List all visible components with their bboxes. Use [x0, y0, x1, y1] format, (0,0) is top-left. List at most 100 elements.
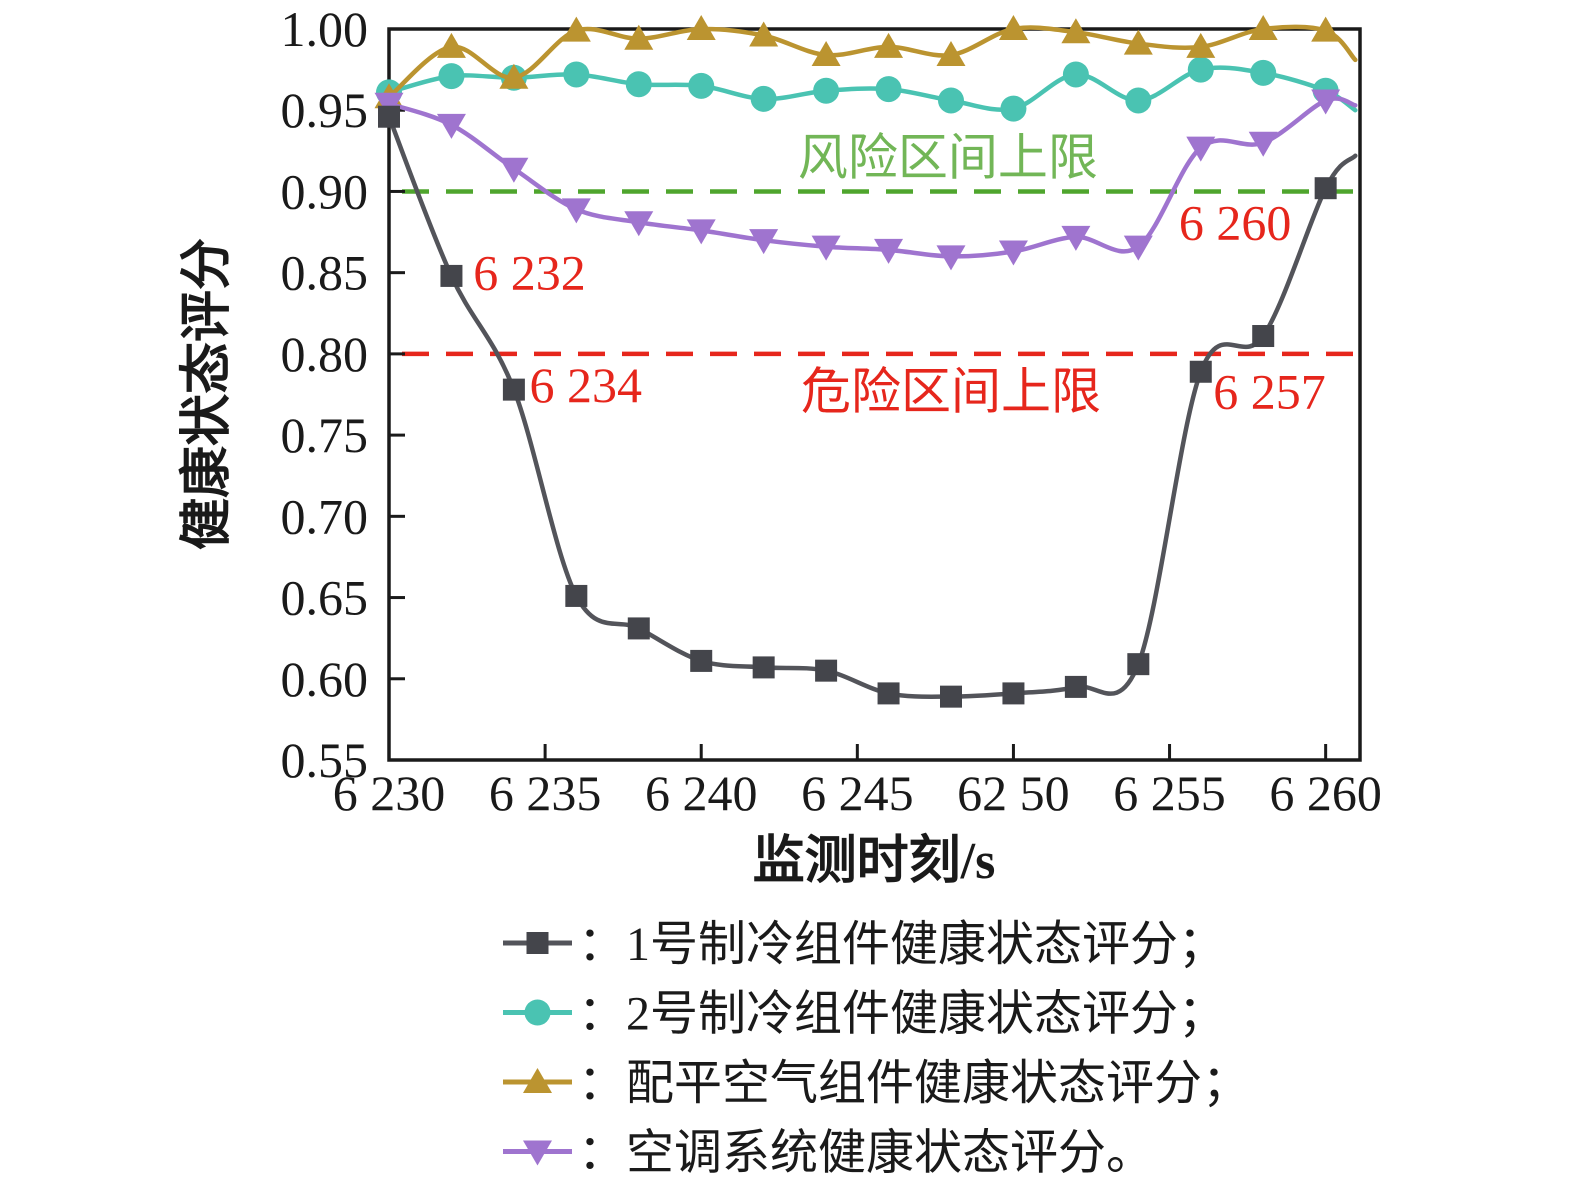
point-annotation: 6 232	[473, 245, 586, 301]
series-marker	[1064, 675, 1087, 698]
plot-border	[387, 27, 1362, 762]
triangle-up-legend-icon	[523, 1068, 552, 1093]
y-tick-label: 0.90	[281, 163, 369, 219]
legend-label: ：空调系统健康状态评分。	[578, 1127, 1154, 1180]
legend-label: ：配平空气组件健康状态评分；	[578, 1057, 1250, 1110]
series-triangle-down	[374, 89, 1358, 271]
series-marker	[1250, 59, 1277, 86]
series-line	[386, 96, 1358, 259]
y-tick-label: 0.60	[281, 651, 369, 707]
series-marker	[625, 71, 652, 98]
legend: ：1号制冷组件健康状态评分； ：2号制冷组件健康状态评分； ：配平空气组件健康状态评…	[503, 918, 1250, 1180]
series-marker	[624, 211, 654, 237]
series-marker	[749, 21, 779, 47]
series-marker	[502, 378, 525, 401]
series-marker	[627, 617, 650, 640]
series-marker	[1127, 653, 1150, 676]
y-tick-label: 0.80	[281, 326, 369, 382]
series-marker	[1002, 682, 1025, 705]
series-marker	[561, 198, 591, 224]
series-marker	[877, 682, 900, 705]
series-marker	[752, 656, 775, 679]
series-line	[386, 24, 1358, 100]
series-marker	[436, 113, 466, 139]
axis-ticks	[389, 27, 1328, 762]
series-square	[378, 105, 1358, 708]
series-marker	[1186, 136, 1216, 162]
circle-legend-icon	[524, 999, 551, 1026]
y-tick-label: 0.65	[281, 570, 369, 626]
series-marker	[1000, 95, 1027, 122]
x-tick-label: 6 260	[1269, 765, 1382, 821]
series-marker	[998, 240, 1028, 266]
reference-line-label: 危险区间上限	[801, 363, 1101, 419]
series-marker	[1311, 89, 1341, 115]
y-tick-label: 0.55	[281, 732, 369, 788]
series-marker	[811, 40, 841, 66]
x-tick-label: 6 235	[489, 765, 602, 821]
legend-label: ：1号制冷组件健康状态评分；	[578, 918, 1226, 971]
y-axis-title: 健康状态评分	[178, 238, 236, 550]
series-circle	[376, 56, 1358, 122]
series-marker	[750, 85, 777, 112]
series-marker	[561, 16, 591, 42]
x-tick-label: 6 230	[333, 765, 446, 821]
series-marker	[438, 63, 465, 90]
series-marker	[1311, 16, 1341, 42]
series-marker	[688, 72, 715, 99]
series-marker	[875, 76, 902, 103]
series-marker	[686, 219, 716, 245]
y-tick-label: 0.95	[281, 82, 369, 138]
series-marker	[690, 649, 713, 672]
series-marker	[874, 32, 904, 58]
series-marker	[378, 105, 400, 128]
legend-item: ：2号制冷组件健康状态评分；	[503, 988, 1226, 1041]
series-marker	[1061, 225, 1091, 251]
point-annotation: 6 260	[1179, 194, 1292, 250]
x-axis-title: 监测时刻/s	[753, 832, 996, 890]
axis-tick-labels: 1.00 0.95 0.90 0.85 0.80 0.75 0.70 0.65 0.60 0.55…	[281, 1, 1382, 821]
series-marker	[1125, 87, 1152, 114]
legend-item: ：配平空气组件健康状态评分；	[503, 1057, 1250, 1110]
series-marker	[813, 77, 840, 104]
series-marker	[436, 32, 466, 58]
series-marker	[815, 659, 838, 682]
x-tick-label: 6 255	[1113, 765, 1226, 821]
series-marker	[1186, 32, 1216, 58]
y-tick-label: 0.85	[281, 245, 369, 301]
legend-label: ：2号制冷组件健康状态评分；	[578, 988, 1226, 1041]
series-marker	[998, 15, 1028, 40]
series-marker	[440, 264, 463, 287]
series-marker	[499, 157, 529, 183]
series-marker	[1123, 29, 1153, 55]
legend-item: ：1号制冷组件健康状态评分；	[503, 918, 1226, 971]
series-marker	[749, 229, 779, 255]
point-annotation: 6 234	[529, 357, 642, 413]
x-tick-label: 6 245	[801, 765, 914, 821]
series-marker	[1061, 18, 1091, 44]
series-marker	[937, 87, 964, 114]
series-marker	[936, 245, 966, 271]
reference-line-label: 风险区间上限	[798, 129, 1098, 185]
y-tick-label: 0.70	[281, 488, 369, 544]
series-marker	[1248, 15, 1278, 40]
x-tick-label: 62 50	[957, 765, 1070, 821]
series-marker	[1248, 131, 1278, 157]
series-marker	[499, 63, 529, 89]
series-marker	[624, 24, 654, 50]
point-annotation: 6 257	[1213, 363, 1326, 419]
series-marker	[374, 92, 404, 118]
data-series	[374, 15, 1358, 708]
series-marker	[1187, 56, 1214, 83]
series-marker	[1189, 360, 1212, 383]
series-marker	[563, 61, 590, 88]
series-marker	[1123, 235, 1153, 261]
triangle-down-legend-icon	[523, 1140, 552, 1166]
series-marker	[1062, 61, 1089, 88]
series-marker	[686, 15, 716, 40]
series-marker	[936, 40, 966, 66]
legend-item: ：空调系统健康状态评分。	[503, 1127, 1154, 1180]
series-marker	[1314, 177, 1337, 200]
